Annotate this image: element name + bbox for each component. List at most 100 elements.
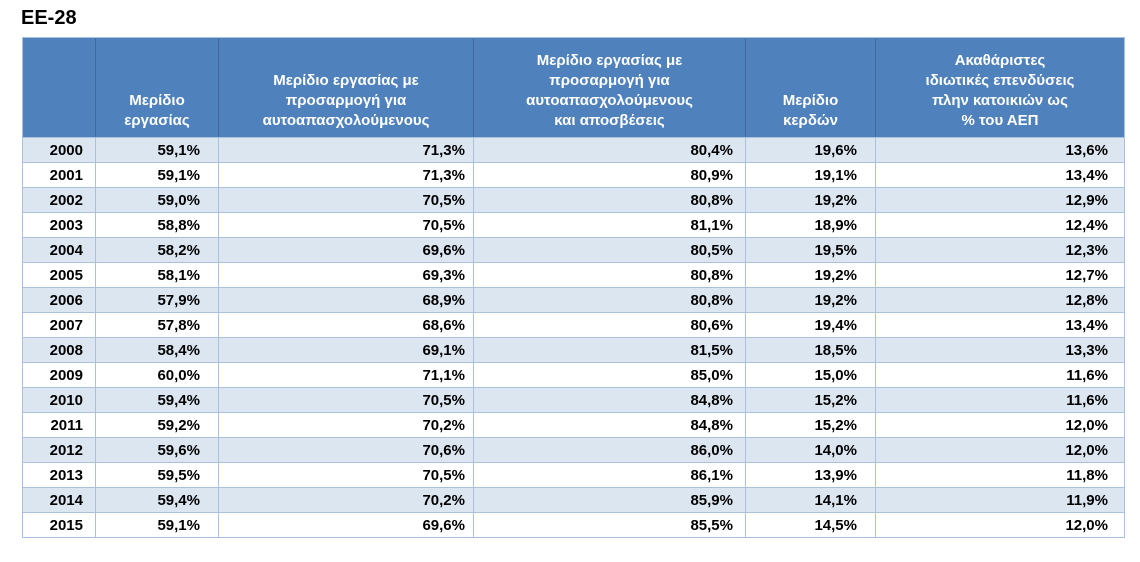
year-cell: 2000 <box>22 137 96 163</box>
value-cell: 59,4% <box>95 387 219 413</box>
value-cell: 58,1% <box>95 262 219 288</box>
table-title: EE-28 <box>21 7 77 29</box>
value-cell: 70,5% <box>218 462 474 488</box>
value-cell: 70,2% <box>218 487 474 513</box>
table-body: 2000 59,1% 71,3% 80,4% 19,6% 13,6% 2001 59,1% 71… <box>22 137 1125 538</box>
value-cell: 57,9% <box>95 287 219 313</box>
table-row: 2005 58,1% 69,3% 80,8% 19,2% 12,7% <box>22 262 1125 288</box>
value-cell: 85,5% <box>473 512 746 538</box>
value-cell: 13,4% <box>875 312 1125 338</box>
year-cell: 2013 <box>22 462 96 488</box>
value-cell: 13,6% <box>875 137 1125 163</box>
year-cell: 2010 <box>22 387 96 413</box>
value-cell: 70,5% <box>218 387 474 413</box>
value-cell: 84,8% <box>473 412 746 438</box>
value-cell: 11,6% <box>875 387 1125 413</box>
table-row: 2004 58,2% 69,6% 80,5% 19,5% 12,3% <box>22 237 1125 263</box>
year-cell: 2014 <box>22 487 96 513</box>
value-cell: 15,2% <box>745 412 876 438</box>
header-row: Μερίδιο εργασίας Μερίδιο εργασίας με προ… <box>22 37 1125 138</box>
value-cell: 18,9% <box>745 212 876 238</box>
value-cell: 69,3% <box>218 262 474 288</box>
table-row: 2002 59,0% 70,5% 80,8% 19,2% 12,9% <box>22 187 1125 213</box>
year-cell: 2008 <box>22 337 96 363</box>
table-row: 2001 59,1% 71,3% 80,9% 19,1% 13,4% <box>22 162 1125 188</box>
table-row: 2008 58,4% 69,1% 81,5% 18,5% 13,3% <box>22 337 1125 363</box>
value-cell: 14,5% <box>745 512 876 538</box>
value-cell: 59,2% <box>95 412 219 438</box>
table-row: 2012 59,6% 70,6% 86,0% 14,0% 12,0% <box>22 437 1125 463</box>
value-cell: 69,1% <box>218 337 474 363</box>
table-row: 2003 58,8% 70,5% 81,1% 18,9% 12,4% <box>22 212 1125 238</box>
value-cell: 19,6% <box>745 137 876 163</box>
value-cell: 13,4% <box>875 162 1125 188</box>
value-cell: 58,4% <box>95 337 219 363</box>
table-row: 2000 59,1% 71,3% 80,4% 19,6% 13,6% <box>22 137 1125 163</box>
value-cell: 12,4% <box>875 212 1125 238</box>
year-cell: 2005 <box>22 262 96 288</box>
value-cell: 12,0% <box>875 437 1125 463</box>
table-row: 2014 59,4% 70,2% 85,9% 14,1% 11,9% <box>22 487 1125 513</box>
value-cell: 69,6% <box>218 237 474 263</box>
year-cell: 2002 <box>22 187 96 213</box>
value-cell: 60,0% <box>95 362 219 388</box>
header-cell-year <box>22 37 96 138</box>
value-cell: 19,2% <box>745 262 876 288</box>
value-cell: 59,6% <box>95 437 219 463</box>
value-cell: 15,2% <box>745 387 876 413</box>
value-cell: 12,0% <box>875 412 1125 438</box>
value-cell: 69,6% <box>218 512 474 538</box>
table-row: 2011 59,2% 70,2% 84,8% 15,2% 12,0% <box>22 412 1125 438</box>
value-cell: 19,1% <box>745 162 876 188</box>
value-cell: 12,9% <box>875 187 1125 213</box>
value-cell: 85,9% <box>473 487 746 513</box>
value-cell: 86,1% <box>473 462 746 488</box>
year-cell: 2006 <box>22 287 96 313</box>
value-cell: 70,6% <box>218 437 474 463</box>
value-cell: 15,0% <box>745 362 876 388</box>
value-cell: 81,1% <box>473 212 746 238</box>
value-cell: 58,2% <box>95 237 219 263</box>
table-row: 2015 59,1% 69,6% 85,5% 14,5% 12,0% <box>22 512 1125 538</box>
value-cell: 80,9% <box>473 162 746 188</box>
value-cell: 14,0% <box>745 437 876 463</box>
header-cell-labour-share: Μερίδιο εργασίας <box>95 37 219 138</box>
value-cell: 85,0% <box>473 362 746 388</box>
table-row: 2006 57,9% 68,9% 80,8% 19,2% 12,8% <box>22 287 1125 313</box>
year-cell: 2007 <box>22 312 96 338</box>
year-cell: 2003 <box>22 212 96 238</box>
value-cell: 68,9% <box>218 287 474 313</box>
table-row: 2007 57,8% 68,6% 80,6% 19,4% 13,4% <box>22 312 1125 338</box>
value-cell: 19,2% <box>745 287 876 313</box>
value-cell: 11,9% <box>875 487 1125 513</box>
value-cell: 81,5% <box>473 337 746 363</box>
year-cell: 2015 <box>22 512 96 538</box>
header-cell-gross-private-investment: Ακαθάριστες ιδιωτικές επενδύσεις πλην κα… <box>875 37 1125 138</box>
value-cell: 58,8% <box>95 212 219 238</box>
value-cell: 71,3% <box>218 162 474 188</box>
year-cell: 2004 <box>22 237 96 263</box>
value-cell: 11,6% <box>875 362 1125 388</box>
value-cell: 12,0% <box>875 512 1125 538</box>
value-cell: 70,5% <box>218 212 474 238</box>
value-cell: 70,2% <box>218 412 474 438</box>
table-row: 2009 60,0% 71,1% 85,0% 15,0% 11,6% <box>22 362 1125 388</box>
value-cell: 59,1% <box>95 512 219 538</box>
value-cell: 59,4% <box>95 487 219 513</box>
value-cell: 57,8% <box>95 312 219 338</box>
value-cell: 12,7% <box>875 262 1125 288</box>
value-cell: 19,2% <box>745 187 876 213</box>
value-cell: 80,8% <box>473 287 746 313</box>
year-cell: 2012 <box>22 437 96 463</box>
value-cell: 11,8% <box>875 462 1125 488</box>
value-cell: 71,3% <box>218 137 474 163</box>
header-cell-profit-share: Μερίδιο κερδών <box>745 37 876 138</box>
value-cell: 12,3% <box>875 237 1125 263</box>
table-row: 2010 59,4% 70,5% 84,8% 15,2% 11,6% <box>22 387 1125 413</box>
value-cell: 18,5% <box>745 337 876 363</box>
value-cell: 19,5% <box>745 237 876 263</box>
value-cell: 84,8% <box>473 387 746 413</box>
value-cell: 12,8% <box>875 287 1125 313</box>
value-cell: 59,1% <box>95 162 219 188</box>
value-cell: 59,5% <box>95 462 219 488</box>
